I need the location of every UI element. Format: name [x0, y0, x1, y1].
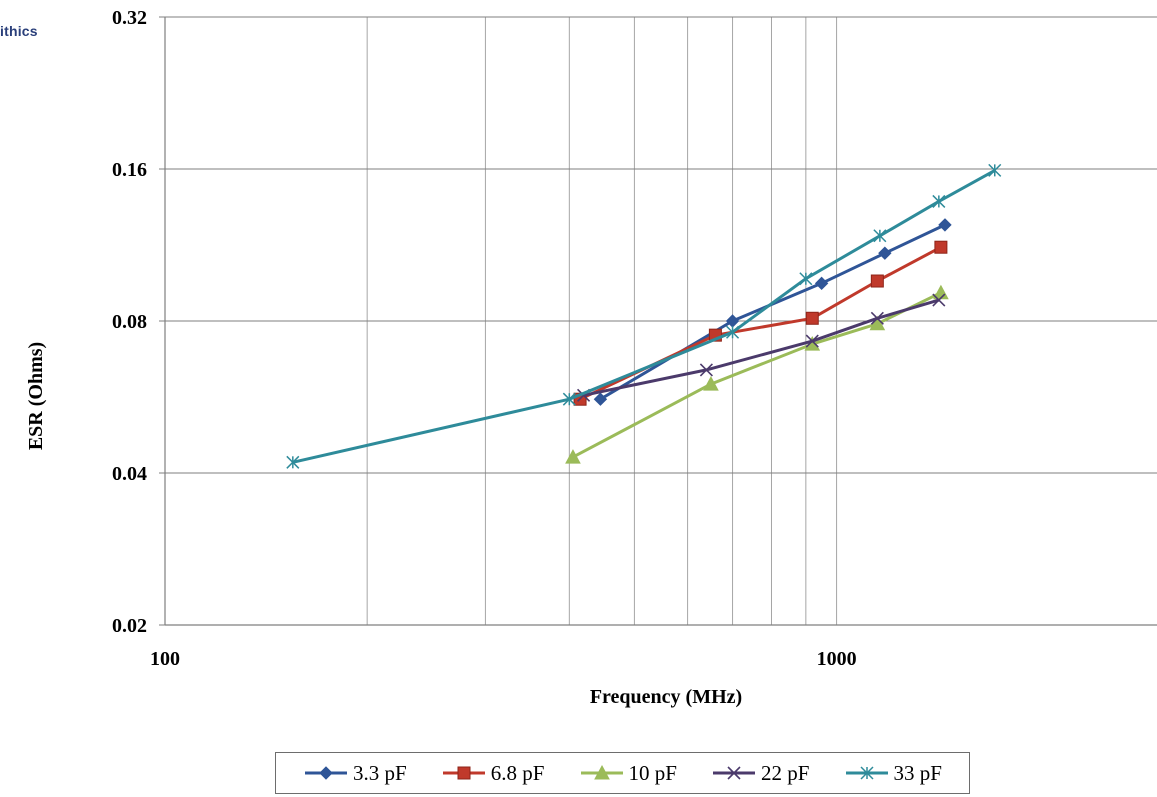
watermark-logo: ithics [0, 23, 38, 39]
data-point-33-pf [799, 272, 813, 286]
legend-swatch-marker [319, 766, 333, 780]
legend-label: 6.8 pF [490, 760, 545, 785]
esr-line-chart: 0.02 0.04 0.08 0.16 0.32 100 1000 ESR (Ohms) F… [25, 7, 1157, 708]
legend-item-22-pf: 22 pF [711, 761, 809, 786]
data-point-33-pf [988, 163, 1002, 177]
legend-label: 33 pF [893, 760, 942, 785]
x-tick-label: 1000 [817, 648, 857, 670]
legend-swatch [713, 766, 756, 780]
data-point-33-pf [873, 229, 887, 243]
data-point-33-pf [932, 194, 946, 208]
y-tick-label: 0.02 [112, 615, 147, 637]
y-tick-label: 0.16 [112, 159, 147, 181]
series-layer [286, 163, 1002, 469]
series-line-22-pf [583, 298, 940, 397]
series-33-pf [286, 163, 1002, 469]
x-axis-title: Frequency (MHz) [590, 686, 742, 708]
axis-layer [164, 17, 1157, 626]
data-point-33-pf [726, 325, 740, 339]
legend-item-33-pf: 33 pF [844, 761, 942, 786]
legend-swatch [845, 766, 888, 780]
legend-swatch [442, 766, 485, 780]
data-point-10-pf [565, 449, 581, 464]
data-point-3-3-pf [593, 392, 608, 406]
legend-label: 3.3 pF [353, 760, 407, 785]
legend-label: 22 pF [761, 760, 810, 785]
series-10-pf [565, 284, 949, 464]
grid-layer [159, 16, 1157, 626]
data-point-10-pf [869, 315, 886, 331]
y-axis-title: ESR (Ohms) [25, 342, 47, 450]
y-tick-label: 0.04 [112, 463, 147, 485]
legend-swatch-marker [457, 766, 471, 780]
legend-item-10-pf: 10 pF [579, 761, 677, 786]
legend: 3.3 pF 6.8 pF 10 pF 22 pF 33 pF [275, 752, 970, 794]
x-tick-label: 100 [150, 648, 180, 670]
legend-swatch-marker [593, 764, 610, 780]
data-point-33-pf [286, 455, 300, 469]
data-point-6-8-pf [934, 240, 948, 254]
data-point-22-pf [699, 363, 713, 377]
data-point-3-3-pf [938, 218, 952, 232]
data-point-22-pf [870, 311, 884, 325]
legend-item-6-8-pf: 6.8 pF [441, 760, 545, 786]
data-point-3-3-pf [878, 246, 892, 260]
y-tick-label: 0.08 [112, 311, 147, 333]
legend-swatch-marker [860, 766, 874, 780]
legend-item-3-3-pf: 3.3 pF [303, 761, 407, 786]
data-point-6-8-pf [870, 274, 884, 288]
data-point-10-pf [703, 376, 719, 391]
data-point-22-pf [932, 293, 946, 307]
legend-swatch [580, 764, 623, 780]
legend-label: 10 pF [628, 760, 677, 785]
label-layer: 0.02 0.04 0.08 0.16 0.32 100 1000 [112, 7, 857, 670]
data-point-22-pf [805, 334, 819, 348]
data-point-33-pf [562, 392, 576, 406]
legend-swatch-marker [727, 766, 741, 780]
data-point-6-8-pf [805, 311, 819, 325]
legend-swatch [305, 766, 348, 780]
y-tick-label: 0.32 [112, 7, 147, 29]
data-point-3-3-pf [814, 276, 829, 291]
